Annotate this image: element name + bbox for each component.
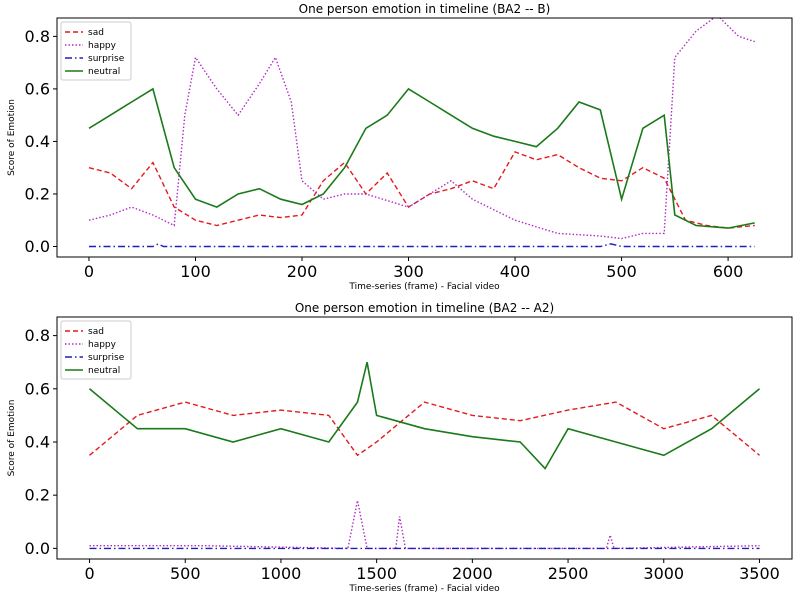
x-tick-label: 1500 xyxy=(356,564,397,583)
y-tick-label: 0.2 xyxy=(25,486,50,505)
y-tick-label: 0.8 xyxy=(25,326,50,345)
legend-label-happy: happy xyxy=(88,340,117,350)
legend-box xyxy=(60,320,132,380)
plot-frame xyxy=(56,316,793,560)
x-tick-label: 2500 xyxy=(548,564,589,583)
x-axis-label: Time-series (frame) - Facial video xyxy=(348,282,500,292)
chart-title: One person emotion in timeline (BA2 -- A… xyxy=(295,301,554,315)
x-axis-label: Time-series (frame) - Facial video xyxy=(348,584,500,594)
series-line-sad xyxy=(88,151,755,229)
x-tick-label: 300 xyxy=(393,262,424,281)
y-tick-label: 0.4 xyxy=(25,432,50,451)
series-group xyxy=(88,18,755,248)
x-tick-label: 100 xyxy=(180,262,211,281)
chart-2: One person emotion in timeline (BA2 -- A… xyxy=(7,301,793,594)
y-tick-label: 0.4 xyxy=(25,132,50,151)
chart-title: One person emotion in timeline (BA2 -- B… xyxy=(299,2,551,16)
chart-1: One person emotion in timeline (BA2 -- B… xyxy=(7,2,793,292)
x-tick-label: 0 xyxy=(84,564,94,583)
legend-label-neutral: neutral xyxy=(88,67,120,77)
legend-label-neutral: neutral xyxy=(88,366,120,376)
series-line-surprise xyxy=(89,243,755,248)
x-tick-label: 2000 xyxy=(452,564,493,583)
plot-frame xyxy=(56,17,793,258)
series-line-happy xyxy=(88,18,755,240)
legend-label-sad: sad xyxy=(88,28,104,38)
y-tick-label: 0.0 xyxy=(25,237,50,256)
x-tick-label: 500 xyxy=(606,262,637,281)
series-line-neutral xyxy=(88,87,755,229)
legend-label-happy: happy xyxy=(88,41,117,51)
y-tick-label: 0.2 xyxy=(25,184,50,203)
x-tick-label: 400 xyxy=(500,262,531,281)
y-tick-label: 0.6 xyxy=(25,79,50,98)
x-tick-label: 200 xyxy=(287,262,318,281)
legend-label-sad: sad xyxy=(88,327,104,337)
legend-label-surprise: surprise xyxy=(88,353,125,363)
y-tick-label: 0.0 xyxy=(25,539,50,558)
legend: sad happy surprise neutral xyxy=(60,21,132,81)
x-tick-label: 600 xyxy=(713,262,744,281)
legend-label-surprise: surprise xyxy=(88,54,125,64)
legend-box xyxy=(60,21,132,81)
y-axis-label: Score of Emotion xyxy=(7,400,17,477)
series-line-happy xyxy=(89,500,760,550)
x-tick-label: 3000 xyxy=(643,564,684,583)
x-tick-label: 3500 xyxy=(739,564,780,583)
series-group xyxy=(88,362,761,550)
y-tick-label: 0.6 xyxy=(25,379,50,398)
legend: sad happy surprise neutral xyxy=(60,320,132,380)
y-tick-label: 0.8 xyxy=(25,27,50,46)
x-tick-label: 0 xyxy=(84,262,94,281)
y-axis-label: Score of Emotion xyxy=(7,99,17,176)
x-tick-label: 500 xyxy=(170,564,201,583)
series-line-neutral xyxy=(88,362,761,470)
x-tick-label: 1000 xyxy=(261,564,302,583)
